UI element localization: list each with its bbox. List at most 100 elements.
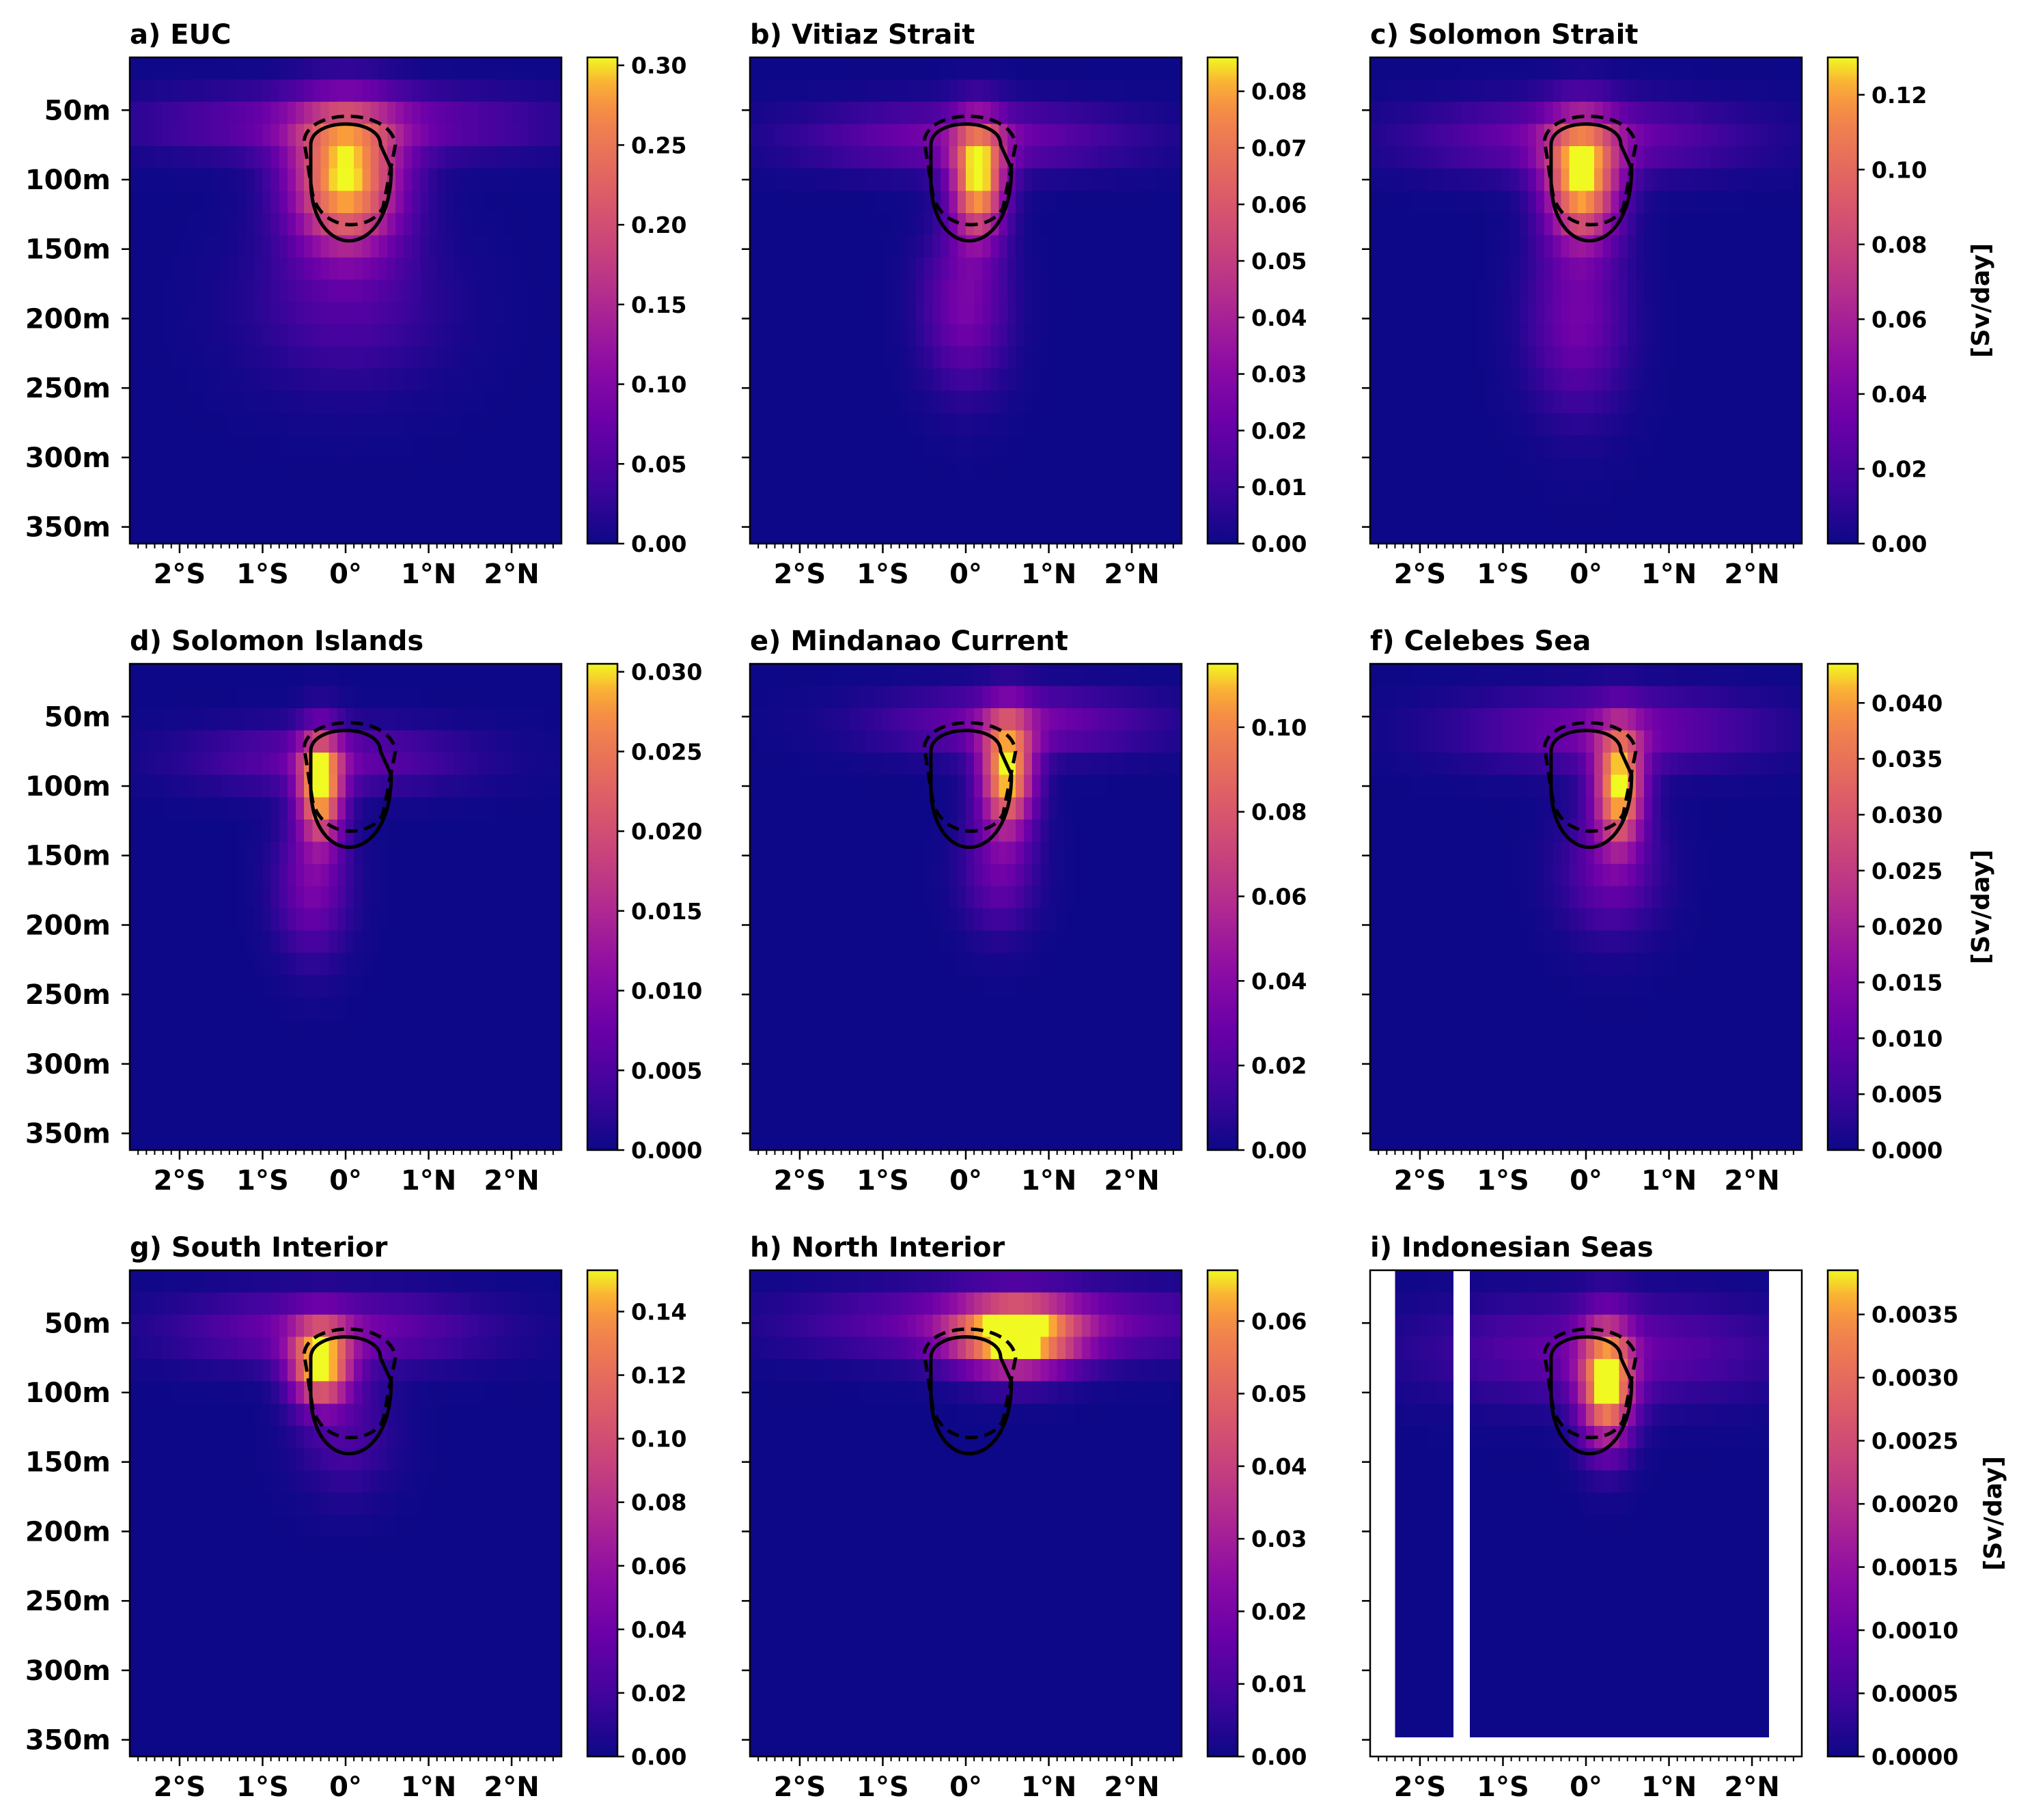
heatmap-cell [924, 391, 933, 414]
colorbar-tick-label: 0.10 [1871, 156, 1927, 183]
heatmap-cell [179, 930, 189, 953]
heatmap-cell [941, 664, 950, 687]
heatmap-cell [982, 102, 992, 125]
heatmap-cell [1685, 146, 1695, 169]
heatmap-cell [238, 257, 247, 281]
heatmap-cell [204, 191, 214, 214]
heatmap-cell [1635, 212, 1645, 236]
heatmap-cell [1032, 457, 1041, 481]
heatmap-cell [941, 435, 950, 458]
heatmap-cell [179, 501, 189, 525]
heatmap-cell [907, 664, 917, 687]
heatmap-cell [544, 435, 554, 458]
heatmap-cell [1743, 524, 1753, 544]
heatmap-cell [221, 124, 230, 147]
heatmap-cell [196, 324, 205, 347]
heatmap-cell [420, 279, 430, 303]
heatmap-cell [966, 168, 975, 191]
heatmap-cell [1436, 168, 1445, 191]
heatmap-cell [528, 1041, 538, 1065]
heatmap-cell [130, 79, 139, 102]
heatmap-cell [320, 863, 330, 887]
heatmap-cell [1419, 212, 1429, 236]
heatmap-cell [404, 124, 413, 147]
heatmap-cell [1015, 391, 1025, 414]
heatmap-cell [1619, 257, 1628, 281]
heatmap-cell [503, 302, 512, 325]
heatmap-cell [966, 664, 975, 687]
heatmap-cell [1685, 346, 1695, 369]
heatmap-cell [1123, 479, 1132, 503]
heatmap-cell [246, 930, 255, 953]
heatmap-cell [974, 57, 983, 81]
heatmap-cell [412, 124, 421, 147]
heatmap-cell [1148, 57, 1158, 81]
heatmap-cell [858, 191, 867, 214]
heatmap-cell [395, 953, 404, 976]
heatmap-cell [171, 368, 180, 391]
heatmap-cell [1569, 501, 1578, 525]
heatmap-cell [544, 1108, 554, 1132]
heatmap-cell [296, 686, 305, 709]
colorbar [586, 662, 619, 1151]
heatmap-cell [270, 1086, 280, 1109]
heatmap-cell [808, 391, 817, 414]
heatmap-cell [1098, 212, 1108, 236]
heatmap-cell [362, 368, 372, 391]
heatmap-cell [304, 279, 313, 303]
heatmap-cell [949, 391, 958, 414]
heatmap-cell [412, 457, 421, 481]
heatmap-cell [874, 279, 884, 303]
heatmap-cell [1082, 124, 1091, 147]
heatmap-cell [370, 479, 380, 503]
heatmap-cell [462, 79, 471, 102]
heatmap-cell [188, 841, 197, 865]
heatmap-cell [346, 1041, 354, 1065]
heatmap-cell [462, 168, 471, 191]
heatmap-cell [486, 191, 496, 214]
heatmap-cell [1419, 346, 1429, 369]
heatmap-cell [1370, 479, 1379, 503]
heatmap-cell [512, 435, 520, 458]
heatmap-cell [296, 863, 305, 887]
heatmap-cell [1115, 57, 1124, 81]
heatmap-cell [130, 797, 139, 820]
heatmap-cell [1445, 168, 1454, 191]
heatmap-cell [1165, 664, 1174, 687]
heatmap-cell [404, 975, 413, 998]
heatmap-cell [188, 1041, 197, 1065]
heatmap-cell [287, 435, 296, 458]
heatmap-cell [1106, 435, 1116, 458]
heatmap-cell [891, 235, 900, 258]
heatmap-cell [412, 524, 421, 544]
heatmap-cell [882, 479, 892, 503]
heatmap-cell [254, 841, 264, 865]
heatmap-cell [866, 146, 875, 169]
panel-title: a) EUC [130, 19, 231, 51]
heatmap-cell [520, 501, 529, 525]
heatmap-cell [1594, 168, 1603, 191]
heatmap-cell [420, 730, 430, 753]
heatmap-cell [1123, 168, 1132, 191]
heatmap-cell [1536, 235, 1545, 258]
heatmap-cell [146, 235, 156, 258]
heatmap-cell [1569, 146, 1578, 169]
heatmap-cell [462, 279, 471, 303]
heatmap-cell [196, 146, 205, 169]
heatmap-cell [1702, 524, 1711, 544]
heatmap-cell [138, 730, 147, 753]
heatmap-cell [436, 997, 446, 1020]
heatmap-cell [1627, 302, 1637, 325]
heatmap-cell [1735, 279, 1744, 303]
heatmap-cell [512, 191, 520, 214]
heatmap-cell [196, 524, 205, 544]
heatmap-cell [296, 753, 305, 776]
heatmap-cell [362, 391, 372, 414]
heatmap-cell [229, 1086, 238, 1109]
heatmap-cell [179, 79, 189, 102]
heatmap-cell [486, 235, 496, 258]
heatmap-cell [1387, 168, 1396, 191]
heatmap-cell [1660, 391, 1670, 414]
heatmap-cell [163, 975, 172, 998]
heatmap-cell [1074, 664, 1083, 687]
